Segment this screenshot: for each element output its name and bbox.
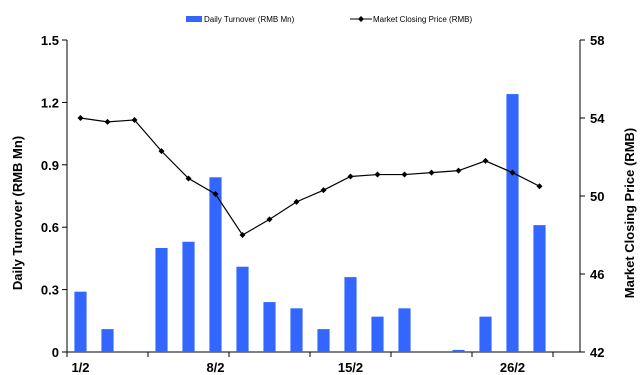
left-tick-label: 0.6	[41, 220, 59, 235]
price-point	[428, 169, 435, 176]
bar	[506, 94, 519, 352]
price-point	[293, 198, 300, 205]
right-tick-label: 46	[590, 267, 604, 282]
left-tick-label: 0.3	[41, 283, 59, 298]
right-axis-ticks: 42 46 50 54 58	[580, 33, 605, 360]
price-point	[374, 171, 381, 178]
bar	[236, 266, 249, 352]
legend-bar-label: Daily Turnover (RMB Mn)	[204, 15, 295, 24]
price-point	[158, 148, 165, 155]
bar	[74, 291, 87, 352]
price-point	[266, 216, 273, 223]
price-point	[536, 183, 543, 190]
legend-bar-swatch	[186, 16, 202, 22]
price-point	[482, 157, 489, 164]
price-point	[212, 191, 219, 198]
legend-line-marker	[358, 16, 364, 22]
bar	[398, 308, 411, 352]
bar	[155, 248, 168, 352]
price-point	[77, 115, 84, 121]
left-axis-ticks: 0 0.3 0.6 0.9 1.2 1.5	[41, 33, 67, 360]
bar	[344, 277, 357, 352]
x-tick-label: 15/2	[338, 360, 363, 375]
x-axis-ticks: 1/2 8/2 15/2 26/2	[66, 352, 554, 375]
bar	[317, 329, 330, 352]
plot-frame	[66, 40, 581, 353]
price-point	[320, 187, 327, 194]
bar	[479, 316, 492, 352]
price-point	[509, 169, 516, 176]
price-point	[104, 118, 111, 125]
bar	[209, 177, 222, 352]
line-series	[77, 115, 543, 238]
right-tick-label: 42	[590, 345, 604, 360]
price-point	[131, 116, 138, 123]
left-axis-title: Daily Turnover (RMB Mn)	[10, 136, 25, 290]
price-point	[347, 173, 354, 180]
price-point	[401, 171, 408, 178]
bar	[263, 302, 276, 352]
price-point	[185, 175, 192, 182]
right-axis-title: Market Closing Price (RMB)	[622, 128, 637, 298]
price-point	[239, 232, 246, 238]
x-tick-label: 8/2	[206, 360, 224, 375]
bar	[533, 225, 546, 352]
bar	[290, 308, 303, 352]
bar-series	[74, 94, 546, 352]
right-tick-label: 58	[590, 33, 604, 48]
bar	[101, 329, 114, 352]
left-tick-label: 1.5	[41, 33, 59, 48]
bar	[452, 349, 465, 352]
x-tick-label: 1/2	[71, 360, 89, 375]
left-tick-label: 0	[52, 345, 59, 360]
bar	[371, 316, 384, 352]
bar	[182, 241, 195, 352]
left-tick-label: 1.2	[41, 95, 59, 110]
legend: Daily Turnover (RMB Mn) Market Closing P…	[186, 15, 472, 24]
legend-line-label: Market Closing Price (RMB)	[373, 15, 472, 24]
left-tick-label: 0.9	[41, 158, 59, 173]
x-tick-label: 26/2	[500, 360, 525, 375]
price-line	[80, 117, 540, 236]
right-tick-label: 54	[590, 111, 605, 126]
price-point	[455, 167, 462, 174]
right-tick-label: 50	[590, 189, 604, 204]
